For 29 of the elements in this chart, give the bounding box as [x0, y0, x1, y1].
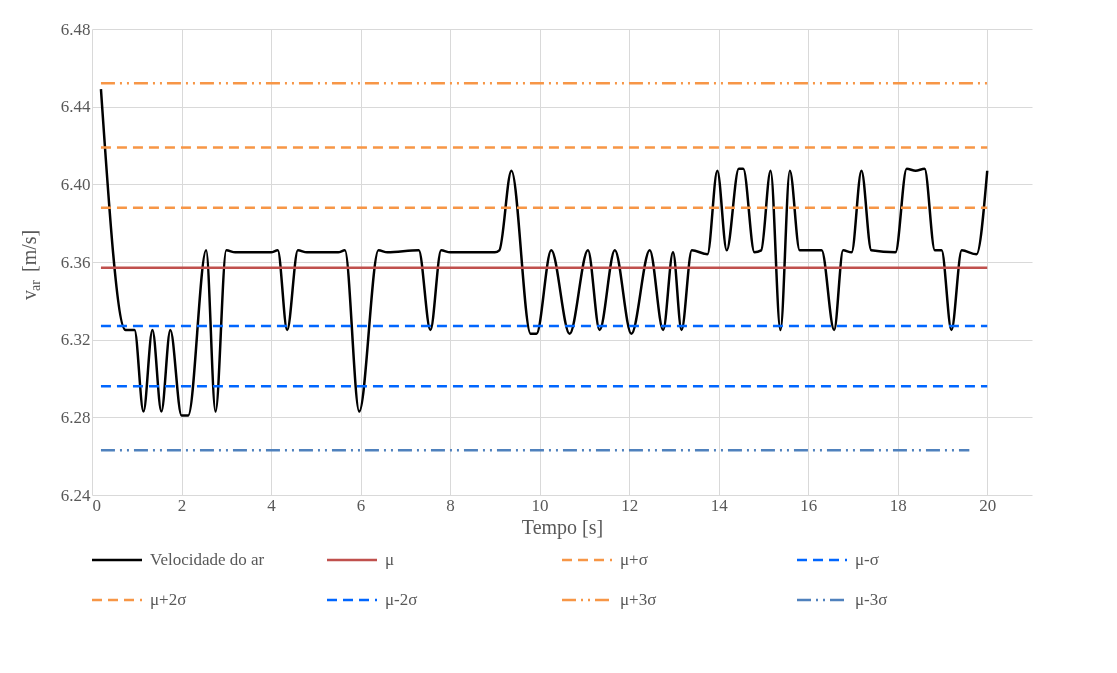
legend-label: μ+σ: [620, 550, 648, 569]
y-tick-label: 6.48: [60, 19, 91, 39]
legend-label: Velocidade do ar: [150, 550, 265, 569]
x-tick-label: 16: [800, 495, 818, 515]
x-tick-label: 18: [889, 495, 907, 515]
y-tick-label: 6.24: [60, 485, 91, 505]
x-tick-label: 8: [446, 495, 455, 515]
legend-label: μ+2σ: [150, 590, 187, 609]
y-axis-title: var [m/s]: [18, 229, 43, 300]
x-tick-label: 10: [531, 495, 549, 515]
y-tick-label: 6.32: [60, 330, 91, 350]
y-tick-label: 6.44: [60, 97, 91, 117]
legend-label: μ-3σ: [855, 590, 888, 609]
legend-label: μ-2σ: [385, 590, 418, 609]
x-tick-label: 20: [979, 495, 997, 515]
x-tick-label: 2: [177, 495, 187, 515]
x-tick-label: 4: [267, 495, 277, 515]
x-tick-label: 14: [710, 495, 729, 515]
x-tick-label: 0: [92, 495, 101, 515]
legend-label: μ+3σ: [620, 590, 657, 609]
y-tick-label: 6.36: [60, 252, 91, 272]
y-tick-label: 6.28: [60, 407, 91, 427]
x-tick-label: 12: [621, 495, 639, 515]
legend-label: μ-σ: [855, 550, 879, 569]
x-tick-label: 6: [356, 495, 366, 515]
line-series: [99, 87, 989, 417]
y-tick-label: 6.40: [60, 174, 91, 194]
x-axis-title: Tempo [s]: [521, 515, 604, 539]
legend-label: μ: [385, 550, 395, 569]
